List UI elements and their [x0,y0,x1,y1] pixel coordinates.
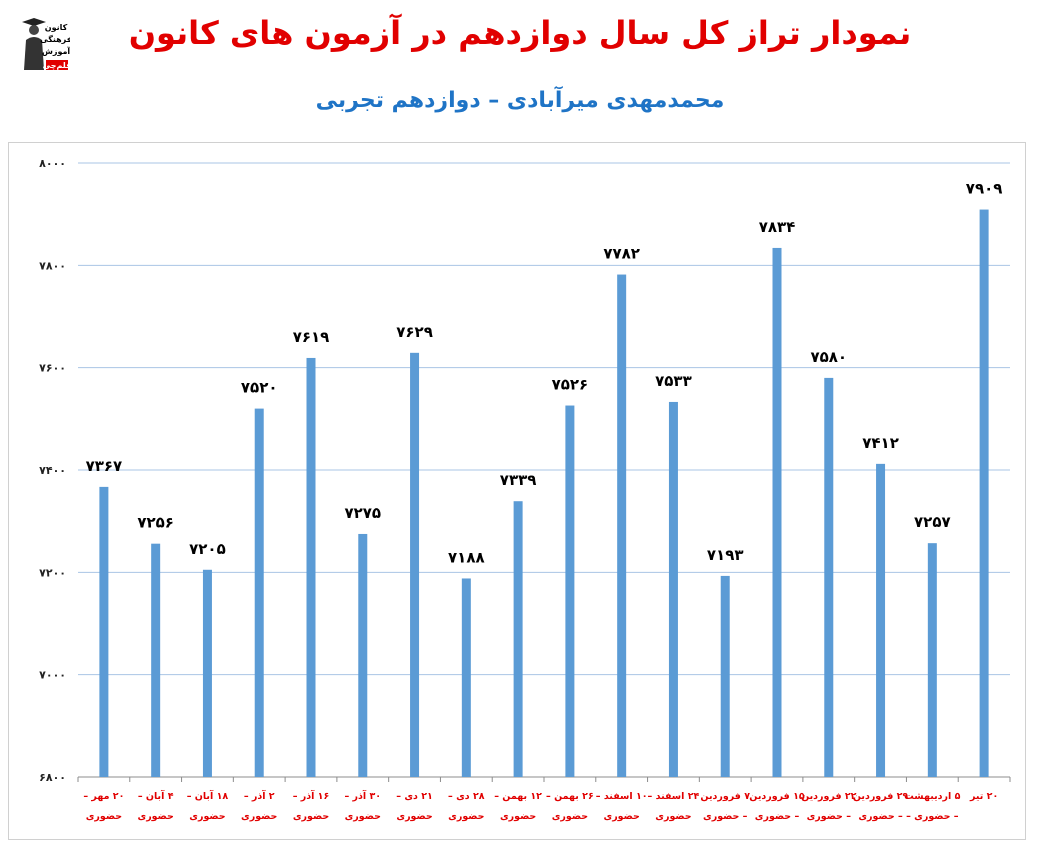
data-label: ۷۳۶۷ [86,457,123,475]
x-tick-label: ۲۸ دی – [448,791,485,802]
x-tick-label: ۴ آبان – [138,789,174,802]
x-tick-label: ۲۴ اسفند – [648,791,700,802]
data-label: ۷۴۱۲ [862,434,899,452]
x-tick-label: حضوری [189,811,225,822]
x-tick-label: ۲۰ مهر – [83,791,124,802]
y-tick-label: ۷۲۰۰ [39,566,66,579]
grid-layer [77,162,1011,782]
data-label: ۷۵۲۶ [552,376,589,394]
bar [979,209,989,778]
bar [461,578,471,777]
bar [202,569,212,777]
data-label: ۷۶۲۹ [396,323,433,341]
bar [254,408,264,777]
y-tick-label: ۷۸۰۰ [39,259,66,272]
x-tick-label: – حضوری [807,811,852,822]
x-tick-label: حضوری [603,811,639,822]
x-tick-label: ۲ آذر – [244,789,275,802]
x-tick-label: حضوری [345,811,381,822]
bar [358,533,368,777]
y-tick-label: ۷۰۰۰ [39,669,66,682]
data-label: ۷۵۳۳ [655,372,692,390]
label-layer: ۶۸۰۰ ۷۰۰۰ ۷۲۰۰ ۷۴۰۰ ۷۶۰۰ ۷۸۰۰ ۸۰۰۰ ۷۳۶۷ ۲۰ مهر –… [39,157,1002,822]
x-tick-label: ۱۵ فروردین [749,791,805,802]
bar-layer [99,209,989,778]
y-tick-label: ۸۰۰۰ [39,157,66,170]
x-tick-label: ۱۶ آذر – [293,789,330,802]
x-tick-label: ۲۰ تیر [969,791,998,802]
data-label: ۷۷۸۲ [603,245,640,263]
x-tick-label: ۱۰ اسفند – [596,791,648,802]
bar [513,501,523,777]
kanoon-logo: کانون فرهنگی آموزش قلم‌چی [12,14,70,78]
x-tick-label: – حضوری [858,811,903,822]
data-label: ۷۵۸۰ [810,348,847,366]
data-label: ۷۲۵۶ [137,514,174,532]
bar [927,543,937,777]
bar [410,352,420,777]
x-tick-label: حضوری [448,811,484,822]
chart-title: نمودار تراز کل سال دوازدهم در آزمون های … [128,14,912,52]
y-tick-label: ۶۸۰۰ [39,771,66,784]
x-tick-label: حضوری [86,811,122,822]
logo-line: فرهنگی [40,34,70,44]
chart-subtitle: محمدمهدی میرآبادی – دوازدهم تجربی [315,88,725,113]
bar [617,274,627,777]
x-tick-label: – حضوری [755,811,800,822]
logo-line: کانون [45,23,68,32]
x-tick-label: ۱۸ آبان – [187,789,229,802]
bar [306,357,316,777]
data-label: ۷۵۲۰ [241,379,278,397]
bar [876,463,886,777]
x-tick-label: ۵ اردیبهشت [904,791,960,802]
bar [151,543,161,777]
x-tick-label: ۳۰ آذر – [344,789,381,802]
logo-line: آموزش [42,46,70,57]
data-label: ۷۲۵۷ [914,513,951,531]
x-tick-label: ۲۱ دی – [396,791,433,802]
bar [565,405,575,777]
x-tick-label: حضوری [655,811,691,822]
x-tick-label: ۲۹ فروردین [853,791,909,802]
data-label: ۷۱۹۳ [707,546,744,564]
data-label: ۷۲۷۵ [344,504,381,522]
x-tick-label: حضوری [396,811,432,822]
data-label: ۷۸۳۴ [759,218,796,236]
x-tick-label: ۱۲ بهمن – [494,791,542,802]
bar [824,377,834,777]
x-tick-label: حضوری [293,811,329,822]
x-tick-label: حضوری [241,811,277,822]
x-tick-label: حضوری [552,811,588,822]
bar [668,401,678,777]
bar [720,575,730,777]
data-label: ۷۱۸۸ [448,548,485,566]
chart-frame [8,142,1026,840]
y-tick-label: ۷۶۰۰ [39,362,66,375]
logo-line: قلم‌چی [43,61,70,70]
bar [772,247,782,778]
y-tick-label: ۷۴۰۰ [39,464,66,477]
x-tick-label: – حضوری – [906,811,959,822]
data-label: ۷۲۰۵ [189,540,226,558]
x-tick-label: ۲۲ فروردین [801,791,857,802]
x-tick-label: ۷ فروردین [700,791,750,802]
data-label: ۷۳۳۹ [500,471,537,489]
data-label: ۷۹۰۹ [966,180,1003,198]
bar [99,486,109,777]
x-tick-label: حضوری [500,811,536,822]
data-label: ۷۶۱۹ [293,328,330,346]
x-tick-label: حضوری [137,811,173,822]
x-tick-label: ۲۶ بهمن – [546,791,594,802]
x-tick-label: – حضوری [703,811,748,822]
